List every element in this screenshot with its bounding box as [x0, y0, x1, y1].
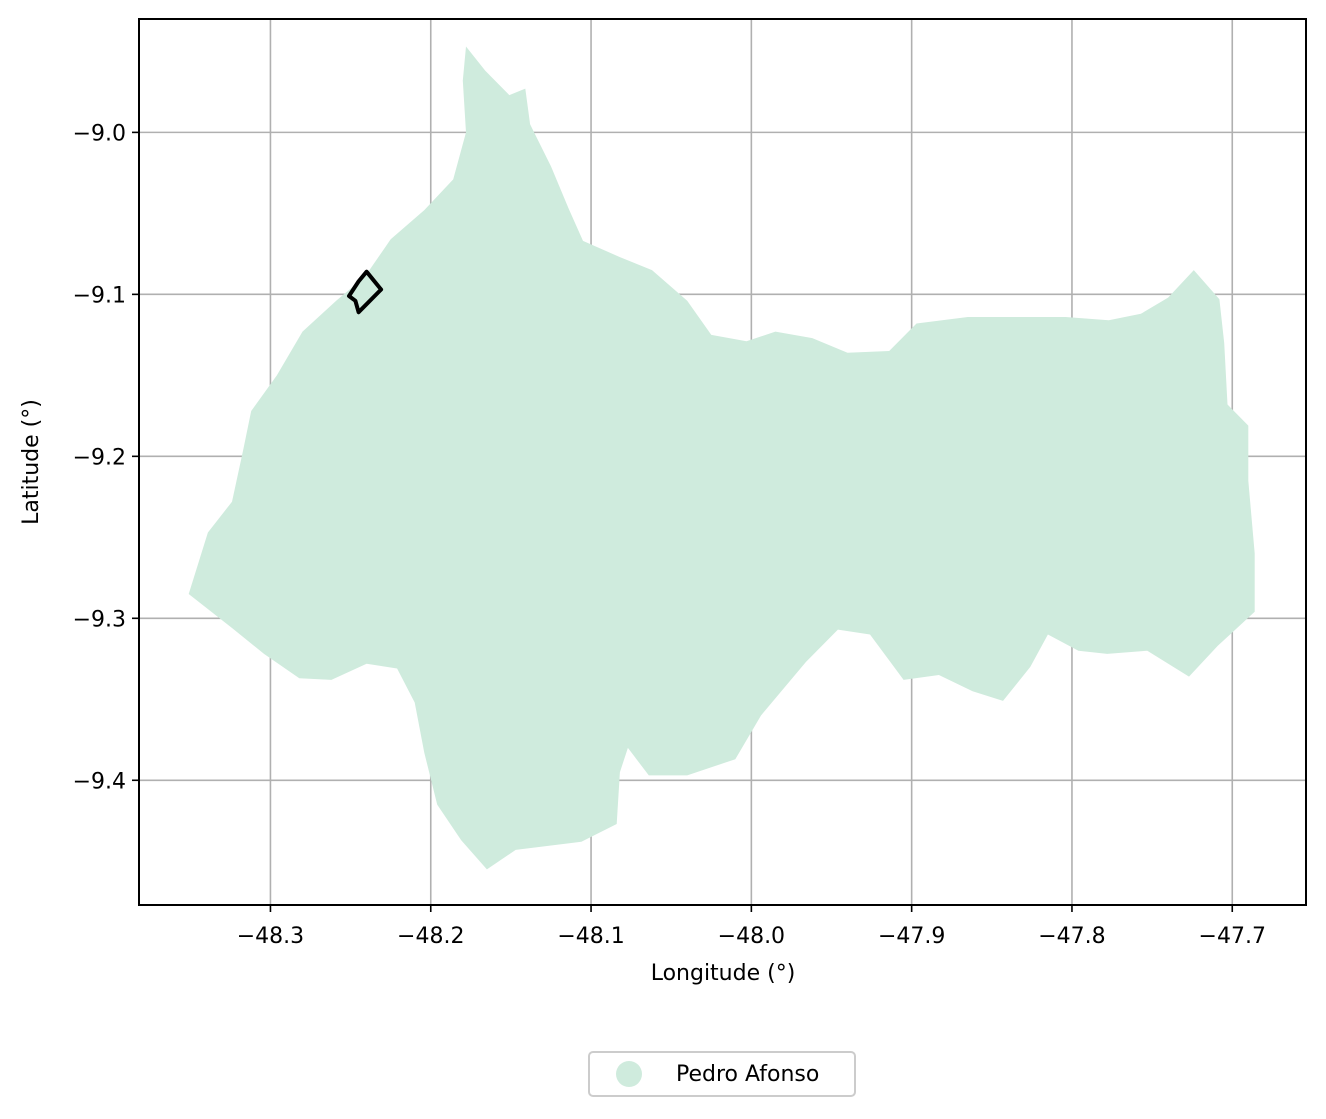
- axis-ticks: −48.3 −48.2 −48.1 −48.0 −47.9 −47.8 −47.7 −9.0 −…: [73, 121, 1266, 949]
- x-tick-label: −47.8: [1038, 924, 1105, 949]
- y-tick-label: −9.2: [73, 445, 126, 470]
- legend-label: Pedro Afonso: [676, 1061, 820, 1087]
- x-tick-label: −48.0: [718, 924, 785, 949]
- x-axis-label: Longitude (°): [651, 961, 796, 986]
- x-tick-label: −48.1: [557, 924, 624, 949]
- x-tick-label: −47.9: [878, 924, 945, 949]
- y-tick-label: −9.3: [73, 607, 126, 632]
- legend: Pedro Afonso: [588, 1051, 856, 1097]
- y-axis-label: Latitude (°): [19, 399, 44, 525]
- plot-frame: [138, 18, 1307, 906]
- highlight-polygon: [347, 269, 384, 315]
- y-tick-label: −9.0: [73, 121, 126, 146]
- pedro-afonso-region: [188, 46, 1255, 870]
- x-tick-label: −47.7: [1199, 924, 1266, 949]
- legend-marker: [616, 1061, 642, 1087]
- x-tick-label: −48.2: [397, 924, 464, 949]
- x-tick-label: −48.3: [237, 924, 304, 949]
- y-tick-label: −9.4: [73, 769, 126, 794]
- y-tick-label: −9.1: [73, 283, 126, 308]
